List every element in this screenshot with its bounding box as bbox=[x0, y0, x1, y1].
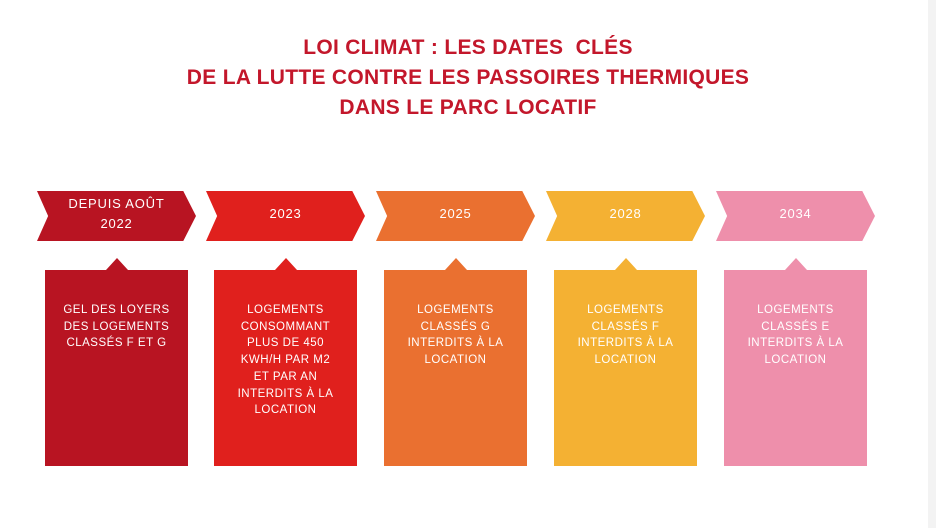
timeline-description-box: LOGEMENTS CLASSÉS F INTERDITS À LA LOCATION bbox=[554, 258, 697, 466]
description-line: CLASSÉS G bbox=[420, 320, 491, 333]
pointer-notch bbox=[785, 258, 807, 270]
description-line: LOGEMENTS bbox=[247, 304, 324, 316]
side-strip bbox=[928, 0, 936, 528]
timeline-date-arrow: 2025 bbox=[376, 191, 535, 241]
description-line: KWH/H PAR M2 bbox=[240, 354, 331, 367]
description-line: INTERDITS À LA bbox=[747, 337, 844, 350]
timeline-description-box: LOGEMENTS CLASSÉS E INTERDITS À LA LOCATION bbox=[724, 258, 867, 466]
page-title: LOI CLIMAT : LES DATES CLÉS DE LA LUTTE … bbox=[0, 33, 936, 123]
title-line: DANS LE PARC LOCATIF bbox=[339, 96, 597, 119]
description-line: INTERDITS À LA bbox=[237, 387, 334, 400]
description-line: CLASSÉS F bbox=[591, 320, 660, 333]
description-line: LOCATION bbox=[764, 354, 827, 367]
description-line: INTERDITS À LA bbox=[577, 337, 674, 350]
description-line: ET PAR AN bbox=[253, 370, 318, 383]
timeline-date-arrow: 2028 bbox=[546, 191, 705, 241]
date-label: 2022 bbox=[100, 216, 133, 231]
description-line: CLASSÉS F ET G bbox=[66, 337, 167, 350]
timeline-date-arrow: DEPUIS AOÛT 2022 bbox=[37, 191, 196, 241]
timeline-date-arrow: 2034 bbox=[716, 191, 875, 241]
title-line: LOI CLIMAT : LES DATES CLÉS bbox=[303, 36, 633, 59]
timeline-description-box: LOGEMENTS CLASSÉS G INTERDITS À LA LOCATION bbox=[384, 258, 527, 466]
date-label: 2034 bbox=[779, 206, 812, 221]
description-line: LOGEMENTS bbox=[417, 304, 494, 316]
timeline-description-box: GEL DES LOYERS DES LOGEMENTS CLASSÉS F ET … bbox=[45, 258, 188, 466]
description-line: CONSOMMANT bbox=[240, 320, 331, 333]
timeline-date-arrow: 2023 bbox=[206, 191, 365, 241]
description-line: CLASSÉS E bbox=[761, 320, 830, 333]
date-label: 2023 bbox=[269, 206, 302, 221]
title-line: DE LA LUTTE CONTRE LES PASSOIRES THERMIQ… bbox=[186, 66, 750, 89]
date-label: 2025 bbox=[439, 206, 472, 221]
timeline-description-box: LOGEMENTS CONSOMMANT PLUS DE 450 KWH/H PAR … bbox=[214, 258, 357, 466]
description-line: LOCATION bbox=[254, 404, 317, 417]
description-line: GEL DES LOYERS bbox=[63, 304, 170, 316]
description-line: LOGEMENTS bbox=[757, 304, 834, 316]
pointer-notch bbox=[275, 258, 297, 270]
date-label: 2028 bbox=[609, 206, 642, 221]
pointer-notch bbox=[445, 258, 467, 270]
description-line: LOGEMENTS bbox=[587, 304, 664, 316]
description-line: LOCATION bbox=[424, 354, 487, 367]
description-line: INTERDITS À LA bbox=[407, 337, 504, 350]
description-line: DES LOGEMENTS bbox=[63, 320, 170, 333]
description-line: LOCATION bbox=[594, 354, 657, 367]
description-line: PLUS DE 450 bbox=[246, 337, 325, 350]
pointer-notch bbox=[106, 258, 128, 270]
pointer-notch bbox=[615, 258, 637, 270]
date-label: DEPUIS AOÛT bbox=[68, 196, 165, 211]
